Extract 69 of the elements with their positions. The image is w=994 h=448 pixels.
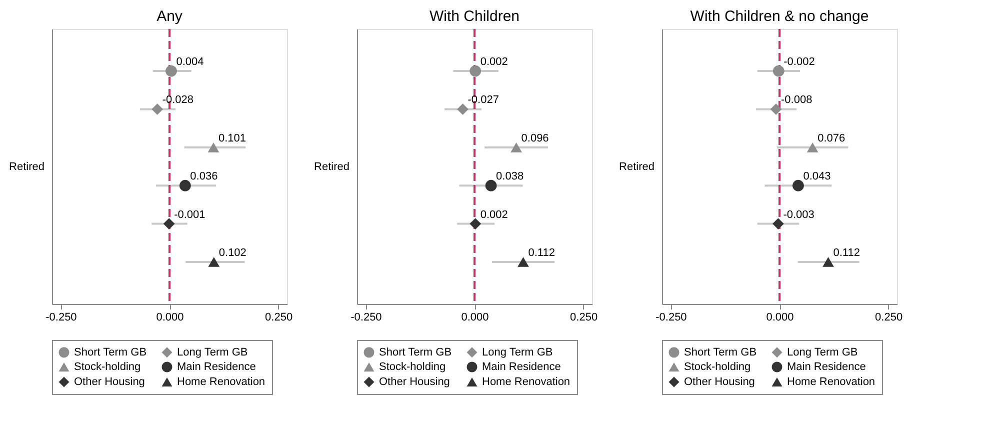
legend-label: Stock-holding <box>684 361 751 373</box>
legend-label: Other Housing <box>379 376 450 388</box>
x-tick-label: 0.250 <box>265 312 293 324</box>
legend-label: Long Term GB <box>787 346 858 358</box>
legend-label: Short Term GB <box>379 346 452 358</box>
legend-label: Other Housing <box>684 376 755 388</box>
y-axis-title: Retired <box>619 161 654 173</box>
data-label: 0.112 <box>833 246 860 259</box>
data-label: 0.102 <box>218 246 246 259</box>
legend-label: Long Term GB <box>177 346 248 358</box>
data-label: -0.008 <box>781 94 812 106</box>
y-axis-title: Retired <box>9 161 44 173</box>
chart-title: With Children & no change <box>690 8 869 25</box>
x-tick-label: 0.250 <box>570 312 598 324</box>
legend-label: Main Residence <box>787 361 866 373</box>
x-tick-label: -0.250 <box>46 312 77 324</box>
data-label: -0.027 <box>468 94 499 106</box>
data-label: 0.038 <box>496 170 524 183</box>
point <box>208 257 220 267</box>
x-tick-label: 0.250 <box>875 312 903 324</box>
point <box>166 65 177 77</box>
x-tick-label: -0.250 <box>656 312 687 324</box>
chart-title: With Children <box>429 8 520 25</box>
data-label: 0.004 <box>176 56 204 68</box>
data-label: -0.002 <box>784 56 815 68</box>
legend-label: Other Housing <box>74 376 145 388</box>
point <box>792 180 804 192</box>
point <box>806 142 818 152</box>
point <box>510 142 522 152</box>
point <box>208 142 220 152</box>
x-tick-label: -0.250 <box>350 312 382 324</box>
point <box>485 180 497 192</box>
point <box>470 65 482 77</box>
point <box>457 104 468 115</box>
legend-label: Short Term GB <box>74 346 147 358</box>
y-axis-title: Retired <box>314 161 350 173</box>
legend-label: Stock-holding <box>74 361 141 373</box>
point <box>772 218 784 230</box>
data-label: 0.096 <box>521 132 549 144</box>
legend-label: Stock-holding <box>379 361 446 373</box>
legend-label: Main Residence <box>177 361 256 373</box>
point <box>772 65 784 77</box>
legend-label: Home Renovation <box>482 376 570 388</box>
point <box>163 218 175 230</box>
legend-label: Short Term GB <box>684 346 757 358</box>
legend-label: Long Term GB <box>482 346 553 358</box>
data-label: 0.002 <box>480 56 508 68</box>
data-label: 0.101 <box>218 132 246 144</box>
data-label: 0.043 <box>803 170 831 183</box>
x-tick-label: 0.000 <box>156 312 184 324</box>
data-label: -0.028 <box>162 94 194 106</box>
x-tick-label: 0.000 <box>766 312 794 324</box>
data-label: 0.076 <box>818 132 846 144</box>
point <box>470 218 482 230</box>
data-label: -0.001 <box>174 208 206 221</box>
legend-label: Home Renovation <box>787 376 876 388</box>
data-label: 0.002 <box>480 208 508 221</box>
point <box>770 104 782 115</box>
data-label: 0.112 <box>528 246 555 259</box>
data-label: -0.003 <box>783 208 814 221</box>
x-tick-label: 0.000 <box>461 312 489 324</box>
legend-label: Main Residence <box>482 361 561 373</box>
point <box>152 104 164 115</box>
legend-label: Home Renovation <box>177 376 266 388</box>
point <box>822 257 834 267</box>
data-label: 0.036 <box>190 170 218 183</box>
point <box>179 180 191 192</box>
point <box>518 257 529 267</box>
chart-title: Any <box>156 8 183 25</box>
